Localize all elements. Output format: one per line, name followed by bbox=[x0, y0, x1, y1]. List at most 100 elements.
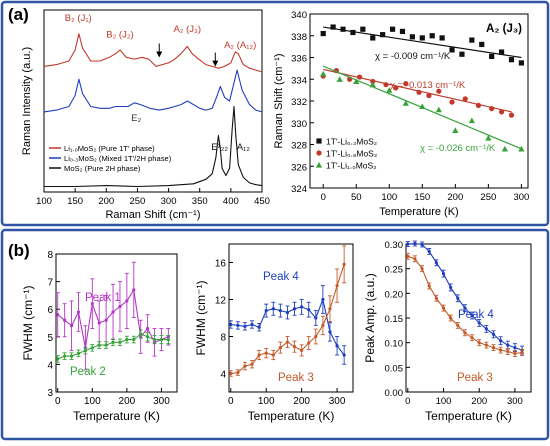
y-axis-label: FWHM (cm⁻¹) bbox=[21, 286, 35, 361]
data-point bbox=[314, 316, 318, 320]
data-point bbox=[90, 302, 94, 306]
data-point bbox=[439, 35, 445, 41]
series-line-2 bbox=[44, 105, 263, 188]
data-point bbox=[111, 340, 115, 344]
series-line-0 bbox=[43, 33, 263, 73]
fwhm-peaks-3-4-chart: 0 100 200 300 4 8 12 16 Temperature (K) FWHM (cm⁻… bbox=[194, 243, 354, 423]
data-point bbox=[426, 92, 432, 99]
data-point bbox=[452, 127, 459, 133]
x-tick-label: 200 bbox=[471, 396, 487, 407]
data-point bbox=[477, 341, 481, 345]
legend-label: 1T′-Li₁.₀MoS₂ bbox=[326, 161, 377, 171]
data-point bbox=[499, 339, 503, 343]
ag-j3-chart: 0 50 100 150 200 250 300 324 326 328 330 332 334 336 3… bbox=[273, 10, 529, 218]
series-label: Peak 4 bbox=[458, 309, 494, 321]
legend-label: Li₁.₀MoS₂ (Pure 1T′ phase) bbox=[64, 144, 155, 153]
data-point bbox=[292, 307, 297, 311]
data-point bbox=[513, 351, 517, 356]
data-point bbox=[285, 310, 290, 315]
data-point bbox=[328, 307, 332, 311]
peak-annotation: A₂ (A₁₂) bbox=[224, 40, 256, 51]
fit-line bbox=[323, 26, 522, 59]
data-point bbox=[300, 305, 304, 309]
peak-annotation: E₂ bbox=[131, 113, 141, 124]
y-tick-label: 6 bbox=[47, 305, 53, 316]
data-point bbox=[335, 344, 339, 348]
data-point bbox=[484, 343, 488, 347]
x-tick-label: 150 bbox=[67, 196, 83, 207]
data-point bbox=[436, 88, 442, 94]
data-point bbox=[416, 89, 422, 95]
data-point bbox=[316, 138, 322, 144]
panel-b-label: (b) bbox=[8, 241, 30, 260]
x-tick-label: 300 bbox=[329, 396, 346, 407]
data-point bbox=[63, 354, 67, 358]
series-label: Peak 1 bbox=[85, 292, 121, 304]
data-point bbox=[406, 254, 410, 258]
x-tick-label: 200 bbox=[98, 196, 114, 207]
data-point bbox=[477, 321, 481, 325]
data-point bbox=[498, 49, 505, 55]
data-point bbox=[484, 327, 488, 331]
data-point bbox=[104, 318, 108, 322]
x-tick-label: 400 bbox=[223, 196, 239, 207]
x-tick-label: 200 bbox=[293, 396, 310, 407]
data-point bbox=[340, 26, 346, 32]
x-tick-label: 0 bbox=[55, 396, 61, 407]
y-tick-label: 330 bbox=[291, 119, 307, 130]
data-point bbox=[370, 35, 376, 41]
legend-label: Li₀.₃MoS₂ (Mixed 1T′/2H phase) bbox=[64, 154, 172, 163]
y-tick-label: 0.00 bbox=[385, 388, 404, 399]
plot-frame bbox=[55, 253, 178, 393]
series-label: Peak 4 bbox=[263, 271, 299, 283]
y-tick-label: 3 bbox=[47, 388, 53, 399]
legend-label: MoS₂ (Pure 2H phase) bbox=[64, 164, 141, 173]
x-tick-label: 150 bbox=[414, 192, 430, 203]
x-axis-label: Raman Shift (cm⁻¹) bbox=[105, 209, 200, 221]
data-point bbox=[243, 364, 247, 368]
data-point bbox=[518, 60, 524, 66]
data-point bbox=[420, 267, 424, 271]
arrow-head bbox=[156, 51, 163, 58]
data-point bbox=[434, 296, 438, 300]
data-point bbox=[506, 349, 510, 354]
x-tick-label: 250 bbox=[129, 196, 145, 207]
data-point bbox=[463, 331, 467, 335]
y-tick-label: 340 bbox=[291, 10, 307, 21]
data-point bbox=[118, 340, 122, 344]
data-point bbox=[307, 308, 311, 312]
data-point bbox=[449, 316, 453, 320]
data-point bbox=[243, 324, 247, 328]
data-point bbox=[389, 26, 396, 32]
data-point bbox=[413, 257, 417, 261]
data-point bbox=[441, 306, 446, 310]
data-point bbox=[489, 53, 495, 60]
data-point bbox=[369, 81, 376, 88]
x-tick-label: 0 bbox=[321, 192, 326, 203]
y-axis-label: Raman Shift (cm⁻¹) bbox=[273, 53, 285, 148]
data-point bbox=[250, 322, 254, 327]
data-point bbox=[125, 299, 129, 303]
x-tick-label: 350 bbox=[192, 196, 208, 207]
data-point bbox=[152, 337, 157, 342]
series-line-1 bbox=[43, 69, 263, 113]
panel-b-frame bbox=[0, 228, 550, 441]
data-point bbox=[159, 337, 164, 342]
data-point bbox=[330, 24, 336, 30]
data-point bbox=[429, 33, 435, 39]
data-point bbox=[456, 296, 460, 300]
peak-annotation: B₂ (J₂) bbox=[106, 29, 133, 40]
data-point bbox=[271, 353, 275, 357]
data-point bbox=[403, 81, 409, 87]
y-axis-label: Peak Amp. (a.u.) bbox=[363, 273, 377, 362]
data-point bbox=[271, 307, 275, 311]
data-point bbox=[166, 337, 170, 342]
y-tick-label: 328 bbox=[291, 141, 307, 152]
x-tick-label: 200 bbox=[119, 396, 136, 407]
data-point bbox=[518, 145, 525, 152]
data-point bbox=[250, 362, 254, 366]
series-label: Peak 2 bbox=[70, 366, 106, 378]
data-point bbox=[353, 78, 360, 85]
peak-annotation: E¹₂₂ bbox=[211, 142, 228, 153]
data-point bbox=[314, 334, 318, 339]
